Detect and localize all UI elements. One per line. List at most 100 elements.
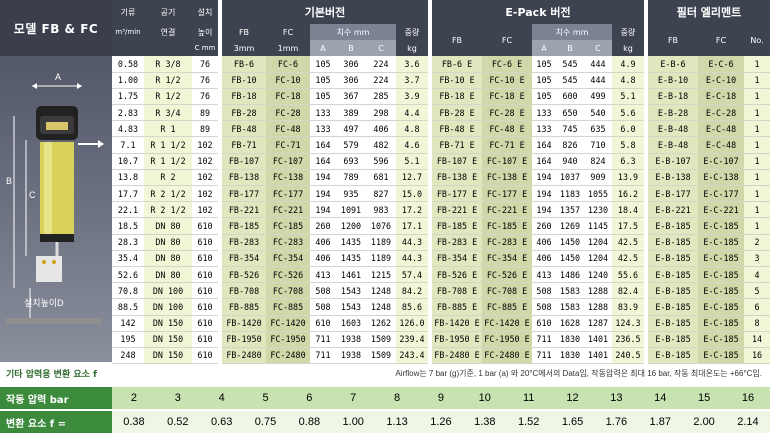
element-fc-header: FC (698, 24, 744, 56)
basic-row-cell: FC-885 (266, 298, 310, 316)
basic-row: FB-1950 FC-1950 711 1938 1509 239.4 (222, 331, 428, 348)
epack-row-cell: 1055 (584, 185, 612, 203)
spec-row-cell: R 1/2 (144, 72, 192, 89)
epack-row-cell: FB-885 E (432, 298, 482, 316)
epack-version-table: E-Pack 버전 FB FC 치수 mm 중량 A B C kg FB-6 E… (432, 0, 644, 365)
filter-element-title: 필터 엘리멘트 (648, 0, 770, 24)
element-row-cell: E-C-6 (698, 56, 744, 73)
install-unit: C mm (192, 40, 218, 56)
epack-row-cell: FB-71 E (432, 136, 482, 154)
spec-row: 22.1 R 2 1/2 102 (112, 201, 218, 219)
epack-row-cell: 4.8 (612, 72, 644, 89)
spec-row-cell: 610 (192, 282, 218, 300)
epack-row-cell: 1628 (556, 315, 584, 332)
basic-row: FB-18 FC-18 105 367 285 3.9 (222, 88, 428, 106)
spec-row: 0.58 R 3/8 76 (112, 56, 218, 73)
element-row-cell: E-C-107 (698, 153, 744, 170)
epack-row-cell: 105 (532, 56, 556, 73)
basic-row-cell: 224 (366, 72, 396, 89)
epack-row-cell: 824 (584, 153, 612, 170)
basic-dims-header: 치수 mm (310, 24, 396, 40)
basic-row-cell: FB-1950 (222, 331, 266, 348)
basic-row-cell: FB-10 (222, 72, 266, 89)
basic-row-cell: 3.6 (396, 56, 428, 73)
basic-version-table: 기본버전 FB FC 치수 mm 중량 3mm 1mm A B C kg FB-… (222, 0, 428, 365)
flow-unit: m³/min (112, 24, 144, 40)
spec-row-cell: DN 100 (144, 298, 192, 316)
basic-row: FB-177 FC-177 194 935 827 15.0 (222, 185, 428, 203)
element-no-header: No. (744, 24, 770, 56)
epack-row-cell: 1583 (556, 298, 584, 316)
basic-row-cell: FB-6 (222, 56, 266, 73)
pressure-value: 9 (419, 387, 463, 409)
element-row-cell: E-B-107 (648, 153, 698, 170)
epack-row-cell: 1830 (556, 347, 584, 365)
basic-row-cell: 194 (310, 185, 336, 203)
basic-row: FB-107 FC-107 164 693 596 5.1 (222, 153, 428, 170)
basic-row-cell: FB-185 (222, 217, 266, 235)
epack-row-cell: 194 (532, 169, 556, 187)
element-row-cell: E-B-185 (648, 250, 698, 267)
spec-row: 1.00 R 1/2 76 (112, 72, 218, 89)
epack-row-cell: 444 (584, 56, 612, 73)
epack-row: FB-526 E FC-526 E 413 1486 1240 55.6 (432, 266, 644, 284)
basic-version-title: 기본버전 (222, 0, 428, 24)
epack-row-cell: 133 (532, 104, 556, 122)
spec-row-cell: 610 (192, 331, 218, 348)
basic-row-cell: 789 (336, 169, 366, 187)
epack-row-cell: FB-526 E (432, 266, 482, 284)
element-row: E-B-48 E-C-48 1 (648, 136, 770, 154)
element-row-cell: E-C-185 (698, 234, 744, 251)
basic-row-cell: 610 (310, 315, 336, 332)
epack-row-cell: 82.4 (612, 282, 644, 300)
epack-row-cell: 1269 (556, 217, 584, 235)
spec-row-cell: 7.1 (112, 136, 144, 154)
basic-row-cell: FB-1420 (222, 315, 266, 332)
element-row-cell: E-C-185 (698, 347, 744, 365)
spec-row-cell: DN 80 (144, 250, 192, 267)
epack-row-cell: 42.5 (612, 250, 644, 267)
spec-row-cell: 102 (192, 136, 218, 154)
epack-row: FB-138 E FC-138 E 194 1037 909 13.9 (432, 169, 644, 187)
factor-value: 0.63 (199, 411, 244, 433)
spec-row-cell: 4.83 (112, 120, 144, 138)
epack-row: FB-6 E FC-6 E 105 545 444 4.9 (432, 56, 644, 73)
basic-row-cell: 711 (310, 331, 336, 348)
epack-row-cell: 260 (532, 217, 556, 235)
basic-fc-unit: 1mm (266, 40, 310, 56)
spec-row: 142 DN 150 610 (112, 315, 218, 332)
spec-row-cell: 52.6 (112, 266, 144, 284)
basic-row-cell: FC-185 (266, 217, 310, 235)
basic-row-cell: FB-18 (222, 88, 266, 106)
basic-row-cell: FC-48 (266, 120, 310, 138)
install-height-label: 설치높이D (24, 298, 64, 308)
element-row: E-B-185 E-C-185 3 (648, 250, 770, 267)
element-row-cell: E-C-185 (698, 315, 744, 332)
element-row-cell: 1 (744, 153, 770, 170)
spec-row: 13.8 R 2 102 (112, 169, 218, 187)
element-row-cell: E-B-6 (648, 56, 698, 73)
basic-row-cell: 1189 (366, 250, 396, 267)
epack-row-cell: 406 (532, 250, 556, 267)
element-row-cell: E-B-185 (648, 347, 698, 365)
pressure-value: 6 (287, 387, 332, 409)
epack-row: FB-885 E FC-885 E 508 1583 1288 83.9 (432, 298, 644, 316)
element-row-cell: E-B-48 (648, 120, 698, 138)
epack-row-cell: 1204 (584, 250, 612, 267)
epack-row-cell: 1145 (584, 217, 612, 235)
epack-row-cell: 610 (532, 315, 556, 332)
pressure-value: 10 (462, 387, 507, 409)
spec-row-cell: DN 150 (144, 331, 192, 348)
basic-row-cell: 126.0 (396, 315, 428, 332)
spec-row-cell: 610 (192, 315, 218, 332)
element-row-cell: E-C-177 (698, 185, 744, 203)
epack-row-cell: 1450 (556, 234, 584, 251)
factor-value: 0.75 (243, 411, 288, 433)
spec-table: 기류 공기 설치 m³/min 연결 높이 C mm 0.58 R 3/8 76 1.… (112, 0, 218, 365)
pressure-value: 11 (506, 387, 551, 409)
spec-row: 52.6 DN 80 610 (112, 266, 218, 284)
element-row-cell: 5 (744, 282, 770, 300)
element-row-cell: E-C-185 (698, 298, 744, 316)
element-row-cell: E-B-10 (648, 72, 698, 89)
basic-row-cell: 133 (310, 120, 336, 138)
